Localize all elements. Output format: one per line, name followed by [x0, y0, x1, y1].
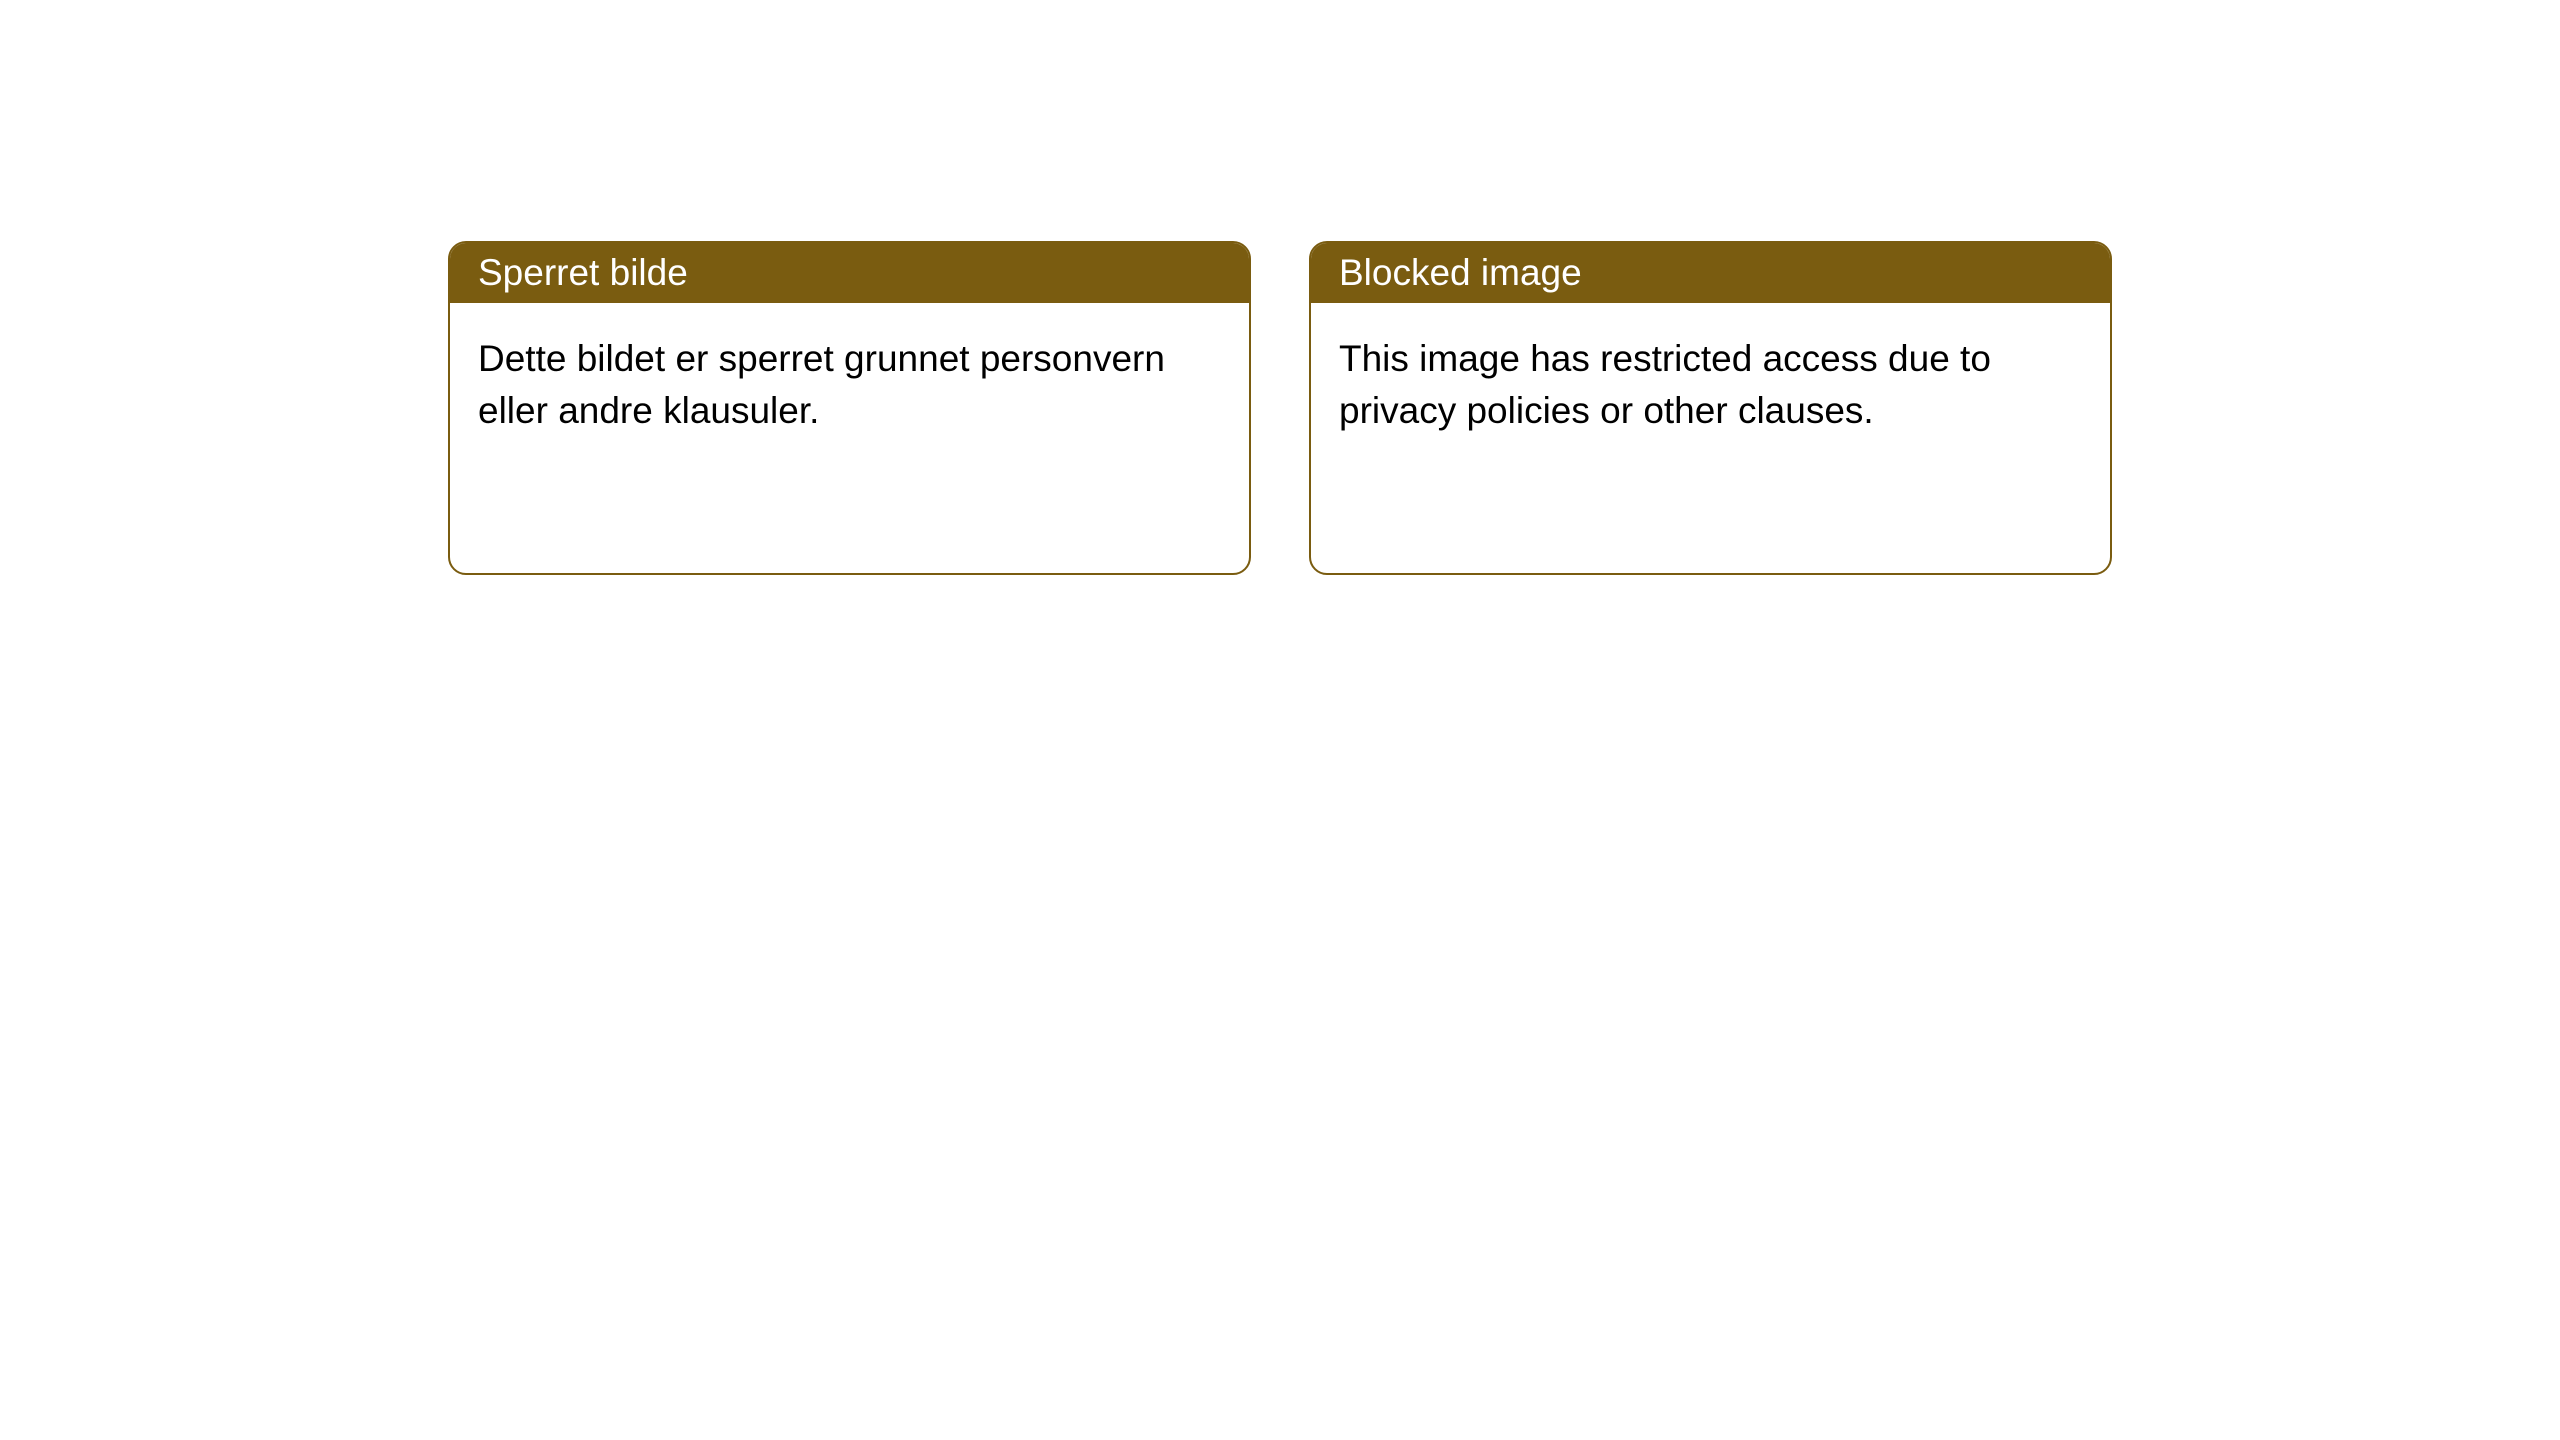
- notice-cards-container: Sperret bilde Dette bildet er sperret gr…: [448, 241, 2112, 575]
- notice-card-norwegian: Sperret bilde Dette bildet er sperret gr…: [448, 241, 1251, 575]
- card-title: Blocked image: [1339, 252, 1582, 294]
- card-header: Blocked image: [1311, 243, 2110, 303]
- card-body: Dette bildet er sperret grunnet personve…: [450, 303, 1249, 467]
- card-body-text: Dette bildet er sperret grunnet personve…: [478, 338, 1165, 431]
- card-header: Sperret bilde: [450, 243, 1249, 303]
- notice-card-english: Blocked image This image has restricted …: [1309, 241, 2112, 575]
- card-title: Sperret bilde: [478, 252, 688, 294]
- card-body: This image has restricted access due to …: [1311, 303, 2110, 467]
- card-body-text: This image has restricted access due to …: [1339, 338, 1991, 431]
